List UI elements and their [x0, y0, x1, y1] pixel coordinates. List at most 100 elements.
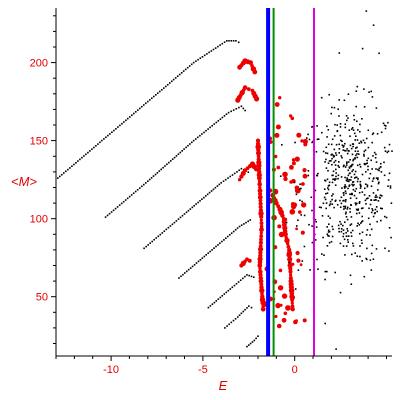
black-data-point [109, 133, 111, 135]
black-data-point [369, 259, 372, 261]
black-data-point [376, 220, 378, 223]
black-data-point [248, 305, 250, 307]
black-data-point [366, 162, 368, 164]
black-data-point [205, 195, 207, 197]
red-data-point [274, 314, 278, 319]
black-data-point [220, 182, 222, 184]
black-data-point [366, 229, 369, 231]
black-data-point [179, 216, 182, 219]
black-data-point [332, 154, 335, 157]
red-data-point [258, 201, 263, 206]
black-data-point [367, 129, 370, 132]
black-data-point [333, 135, 336, 137]
black-data-point [354, 170, 357, 173]
black-data-point [326, 226, 328, 228]
black-data-point [182, 273, 184, 276]
red-data-point [289, 273, 293, 277]
black-data-point [340, 202, 343, 205]
black-data-point [201, 56, 204, 58]
black-data-point [339, 123, 342, 125]
red-data-point [296, 258, 301, 263]
black-data-point [388, 250, 390, 252]
black-data-point [191, 206, 194, 209]
black-data-point [351, 127, 354, 129]
black-data-point [377, 168, 379, 171]
black-data-point [234, 229, 237, 231]
black-data-point [322, 236, 324, 239]
black-data-point [122, 200, 125, 203]
black-data-point [338, 230, 340, 233]
black-data-point [248, 344, 250, 346]
black-data-point [211, 303, 214, 305]
red-data-point [274, 102, 280, 107]
black-data-point [59, 175, 61, 178]
black-data-point [361, 118, 363, 120]
black-data-point [349, 144, 352, 147]
black-data-point [342, 245, 345, 247]
black-data-point [227, 289, 230, 292]
black-data-point [387, 185, 389, 187]
black-data-point [377, 200, 380, 202]
red-data-point [286, 241, 290, 246]
black-data-point [203, 131, 205, 134]
black-data-point [346, 218, 349, 221]
black-data-point [358, 224, 361, 226]
black-data-point [389, 187, 392, 189]
black-data-point [325, 146, 328, 149]
black-data-point [361, 242, 363, 244]
red-data-point [258, 185, 262, 190]
black-data-point [244, 109, 246, 112]
black-data-point [175, 155, 178, 157]
black-data-point [352, 129, 355, 131]
black-data-point [360, 140, 362, 143]
black-data-point [117, 126, 119, 128]
black-data-point [345, 211, 347, 214]
black-data-point [141, 105, 143, 108]
black-data-point [325, 167, 328, 169]
black-data-point [159, 90, 161, 93]
black-data-point [363, 150, 366, 153]
black-data-point [348, 172, 351, 175]
black-data-point [335, 152, 337, 154]
black-data-point [191, 141, 193, 144]
black-data-point [366, 159, 368, 162]
black-data-point [328, 181, 331, 184]
black-data-point [300, 214, 302, 216]
black-data-point [350, 147, 353, 150]
black-data-point [229, 175, 231, 178]
black-data-point [176, 75, 179, 77]
red-data-point [258, 198, 263, 203]
black-data-point [190, 63, 193, 66]
black-data-point [333, 206, 335, 209]
black-data-point [364, 142, 366, 144]
black-data-point [299, 199, 301, 202]
black-data-point [184, 272, 186, 274]
black-data-point [344, 254, 346, 256]
black-data-point [386, 151, 389, 154]
black-data-point [380, 162, 382, 165]
red-data-point [257, 182, 263, 187]
black-data-point [344, 190, 347, 192]
black-data-point [350, 179, 352, 181]
black-data-point [353, 114, 355, 117]
black-data-point [349, 193, 352, 196]
black-data-point [208, 191, 211, 194]
black-data-point [361, 173, 364, 176]
black-data-point [317, 268, 319, 270]
black-data-point [171, 223, 174, 226]
red-data-point [258, 210, 264, 217]
black-data-point [181, 150, 183, 152]
black-data-point [342, 200, 344, 202]
black-data-point [203, 196, 205, 199]
black-data-point [356, 180, 359, 183]
x-tick-label: 0 [292, 364, 298, 376]
black-data-point [379, 194, 382, 196]
black-data-point [361, 215, 363, 218]
red-data-point [248, 60, 254, 65]
black-data-point [356, 164, 359, 167]
black-data-point [328, 204, 331, 207]
black-data-point [348, 180, 350, 183]
red-data-point [278, 96, 282, 100]
black-data-point [114, 207, 117, 210]
